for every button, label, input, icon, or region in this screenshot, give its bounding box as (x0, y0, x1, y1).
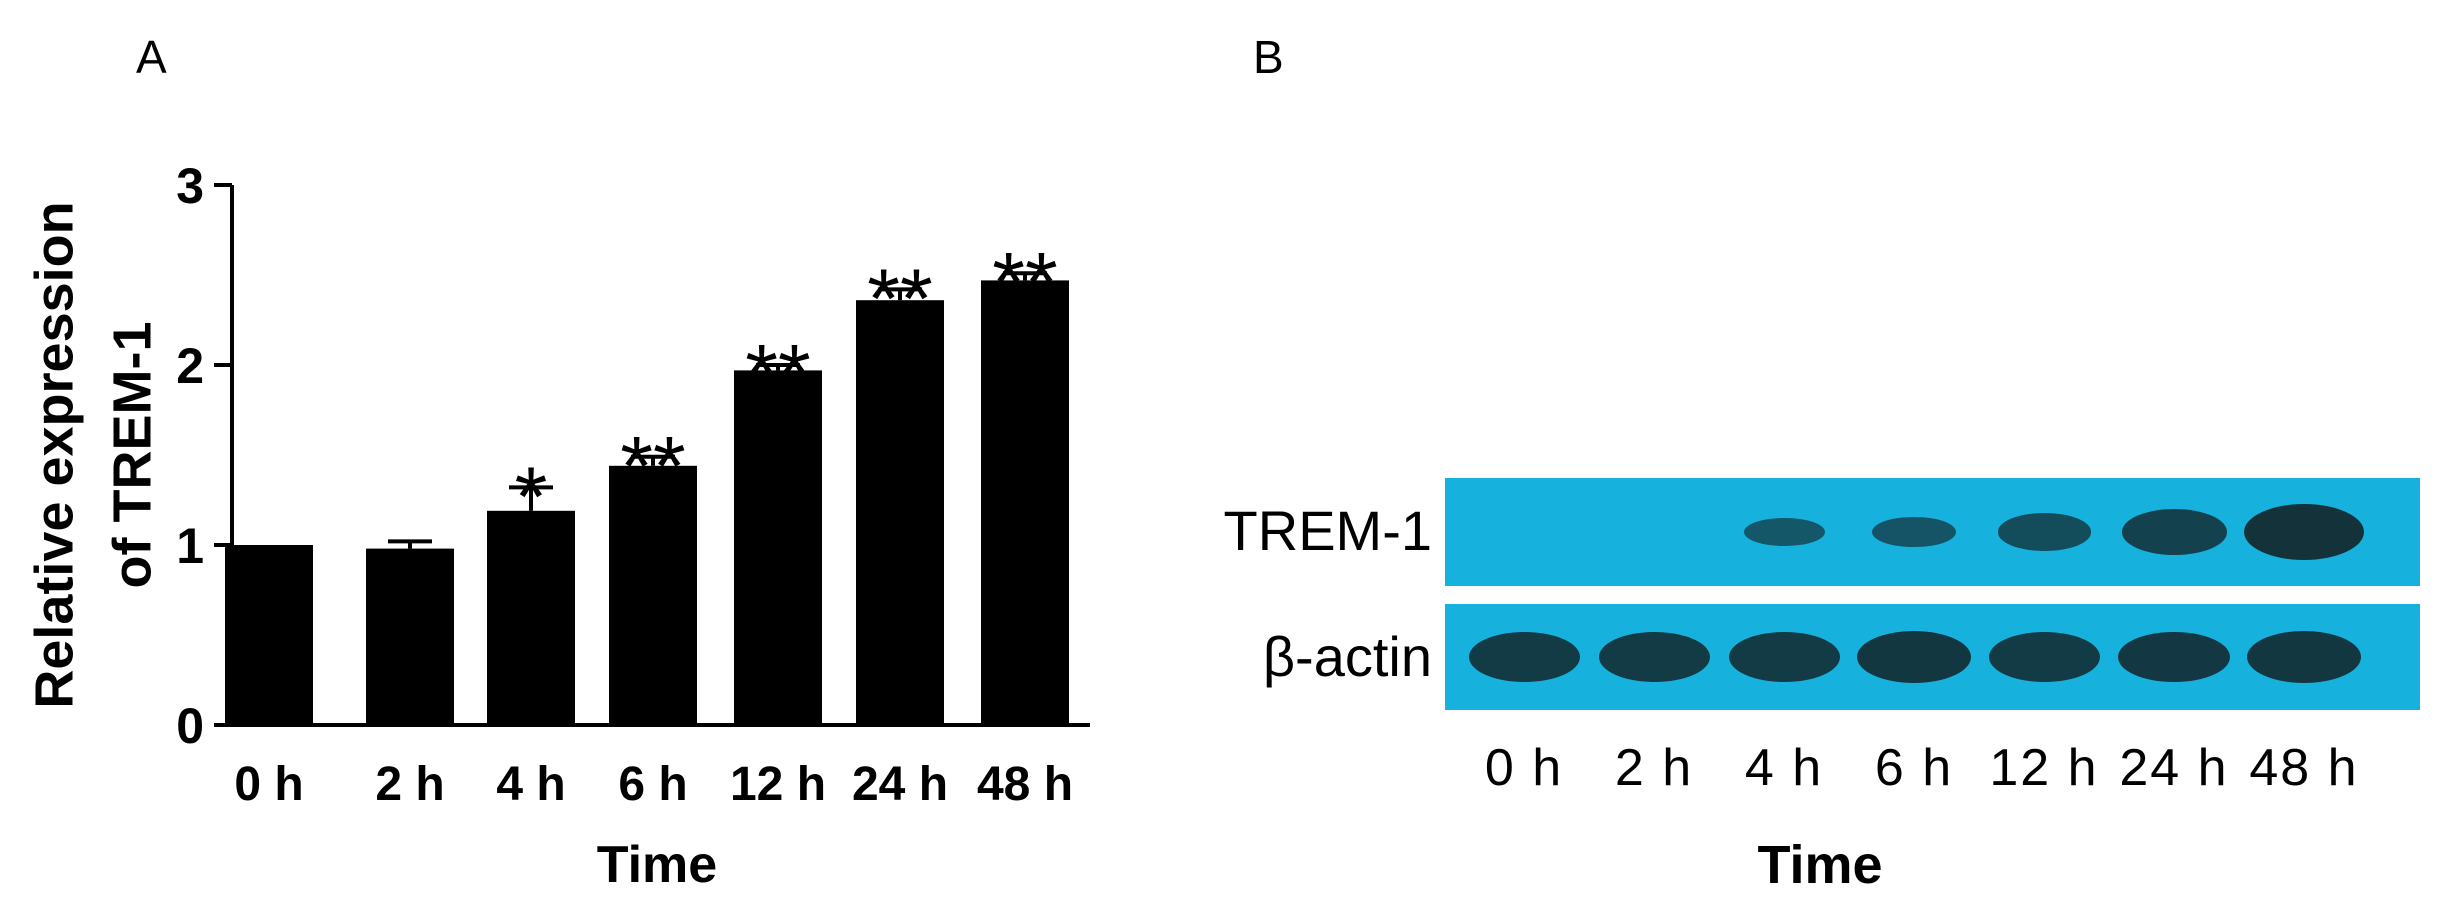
lane-label: 0 h (1484, 739, 1564, 797)
blot-band (1598, 632, 1710, 682)
x-tick-label: 2 h (375, 758, 444, 811)
blot-band (1857, 631, 1971, 683)
blot-band (2247, 631, 2361, 683)
chart-labels: 0 1 2 3 Relative expression of TREM-1 0 h 2 h * 4… (24, 158, 1073, 894)
panel-b-letter: B (1253, 31, 1284, 83)
blot-band (1872, 516, 1956, 548)
lane-label: 6 h (1874, 739, 1954, 797)
significance-marker: ** (992, 235, 1057, 329)
y-tick-label: 3 (176, 158, 204, 214)
blot-band (1468, 632, 1580, 682)
blot-band (1988, 632, 2100, 682)
x-tick-label: 0 h (234, 758, 303, 811)
x-tick-label: 12 h (730, 758, 826, 811)
significance-marker: ** (867, 251, 932, 345)
bar (225, 545, 313, 725)
bar (856, 300, 944, 725)
x-tick-label: 4 h (496, 758, 565, 811)
blot-band (2121, 509, 2227, 555)
bar (734, 370, 822, 725)
y-axis-title-line: of TREM-1 (102, 322, 162, 589)
x-tick-label: 48 h (977, 758, 1073, 811)
bar (366, 548, 454, 725)
lane-label: 12 h (1989, 739, 2099, 797)
blot-x-axis-title: Time (1757, 835, 1883, 895)
y-axis-title-line: Relative expression (24, 201, 84, 708)
significance-marker: ** (745, 327, 810, 421)
bar (609, 465, 697, 725)
significance-marker: ** (620, 419, 685, 513)
blot-band (2117, 631, 2231, 683)
bar-chart-trem1: 0 1 2 3 Relative expression of TREM-1 0 h 2 h * 4… (24, 158, 1090, 894)
x-axis-title: Time (597, 836, 717, 894)
lane-label: 2 h (1614, 739, 1694, 797)
lane-label: 24 h (2119, 739, 2229, 797)
bar (487, 510, 575, 725)
bar (981, 280, 1069, 725)
y-tick-label: 2 (176, 338, 204, 394)
significance-marker: * (515, 449, 548, 543)
y-tick-label: 0 (176, 698, 204, 754)
chart-bars (225, 271, 1069, 725)
lane-label: 4 h (1744, 739, 1824, 797)
lane-label: 48 h (2249, 739, 2359, 797)
x-tick-label: 6 h (618, 758, 687, 811)
blot-band (1728, 632, 1840, 682)
y-tick-label: 1 (176, 518, 204, 574)
x-tick-label: 24 h (852, 758, 948, 811)
panel-a-letter: A (136, 31, 167, 83)
blot-band (2244, 504, 2364, 560)
blot-row-label: TREM-1 (1223, 499, 1432, 562)
blot-band (1997, 513, 2091, 551)
blot-band (1743, 517, 1825, 547)
blot-row-label: β-actin (1262, 625, 1432, 688)
